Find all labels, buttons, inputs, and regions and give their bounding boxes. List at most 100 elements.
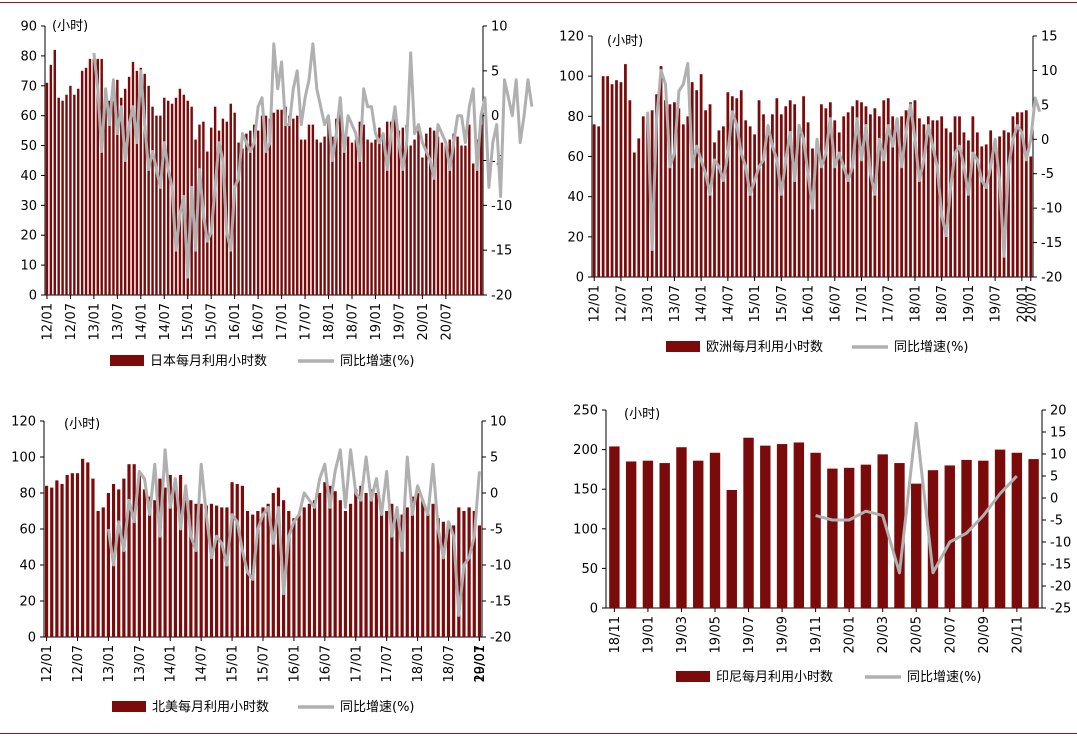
bar [69, 85, 72, 296]
x-tick-label: 13/01 [641, 285, 656, 322]
y-left-tick-label: 100 [573, 522, 598, 537]
y-right-tick-label: 15 [1041, 30, 1058, 45]
bar [793, 104, 797, 278]
bar [971, 116, 975, 277]
y-right-tick-label: -5 [1041, 167, 1054, 182]
bar [417, 130, 420, 295]
y-right-tick-label: 5 [1050, 470, 1058, 485]
bar [775, 98, 779, 277]
bar [421, 500, 425, 637]
bar [209, 503, 214, 637]
x-tick-label: 19/07 [392, 303, 407, 340]
y-right-tick-label: 5 [1041, 98, 1049, 113]
bar [771, 114, 774, 277]
chart-north_america: 0 20 40 60 80 100 120 -20 -15 -10 -5 0 5 10 12/01 12/07… [11, 415, 511, 716]
bar [342, 139, 346, 295]
bar [189, 500, 193, 637]
bar [296, 115, 299, 296]
bar [989, 130, 993, 277]
y-right-tick-label: -15 [1050, 558, 1071, 573]
y-left-tick-label: 20 [19, 595, 36, 610]
x-tick-label: 18/01 [908, 285, 923, 322]
bar [846, 112, 850, 277]
x-tick-label: 18/01 [322, 303, 337, 340]
bar [303, 139, 307, 295]
bar [400, 514, 404, 637]
bar [797, 124, 801, 277]
bar [369, 489, 373, 637]
bar [45, 82, 49, 296]
bar [307, 124, 311, 295]
bar [735, 98, 739, 277]
legend-line-label: 同比增速(%) [340, 700, 415, 715]
bar [978, 460, 989, 608]
bar [444, 145, 448, 295]
y-left-tick-label: 0 [29, 289, 37, 304]
y-left-tick-label: 120 [559, 30, 584, 45]
bar [91, 478, 95, 637]
x-tick-label: 19/07 [473, 645, 488, 682]
bar [811, 148, 814, 277]
bar [123, 88, 127, 296]
bar [935, 120, 939, 277]
bar [112, 100, 115, 295]
bar [815, 142, 819, 277]
bar [440, 142, 444, 295]
bar [163, 487, 167, 637]
bar [178, 88, 182, 296]
bar [235, 484, 239, 637]
bar [354, 489, 358, 637]
x-tick-label: 18/07 [442, 645, 457, 682]
bar [142, 489, 147, 637]
bar [370, 142, 373, 295]
bar [287, 511, 291, 637]
bar [824, 108, 828, 277]
legend-bar-swatch [666, 341, 700, 352]
bar [77, 88, 80, 296]
bar [441, 521, 445, 637]
x-tick-label: 20/07 [943, 616, 958, 653]
bar [606, 76, 609, 278]
bar [624, 64, 627, 277]
bar [842, 116, 846, 277]
x-tick-label: 18/07 [935, 285, 950, 322]
bar [284, 106, 287, 295]
bar [366, 139, 369, 295]
bar [913, 100, 917, 278]
x-tick-label: 17/07 [299, 303, 314, 340]
bar [927, 470, 939, 608]
bar [877, 454, 888, 608]
bar [151, 106, 154, 295]
bar [926, 116, 930, 277]
bar [75, 473, 80, 637]
bar [891, 116, 895, 277]
bar [73, 94, 76, 295]
x-tick-label: 13/01 [87, 303, 102, 340]
bar [922, 124, 926, 277]
bar [828, 102, 832, 278]
growth-line [646, 62, 1042, 258]
y-left-tick-label: 90 [20, 20, 37, 35]
bar [760, 445, 771, 608]
bar [668, 104, 672, 278]
bar [860, 102, 863, 278]
bar [448, 139, 451, 295]
bar [328, 485, 332, 637]
bar [820, 104, 823, 278]
bar [967, 140, 970, 277]
y-right-tick-label: 0 [490, 487, 498, 502]
bar [101, 507, 105, 637]
bar [297, 514, 301, 637]
bar [1011, 452, 1023, 608]
bar [385, 121, 389, 296]
bar [393, 118, 397, 296]
bar [962, 132, 966, 277]
bar [302, 507, 306, 637]
bar [312, 500, 317, 637]
bar [632, 152, 636, 277]
bar [127, 76, 131, 295]
x-tick-label: 16/01 [802, 285, 817, 322]
x-tick-label: 17/07 [882, 285, 897, 322]
bar [378, 127, 381, 295]
bar [693, 460, 704, 608]
